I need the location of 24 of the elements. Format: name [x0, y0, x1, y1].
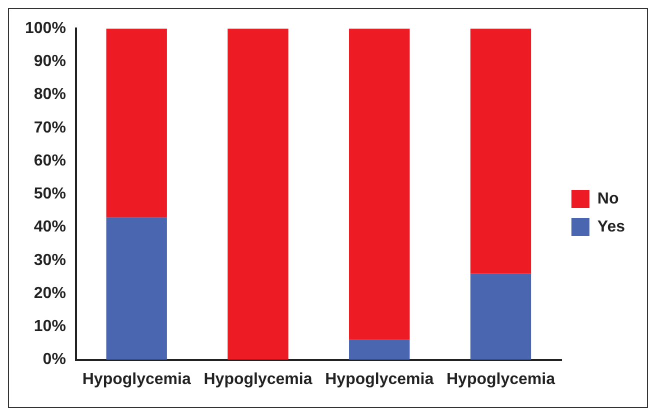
y-tick-label: 30%: [34, 252, 66, 269]
y-tick-label: 80%: [34, 86, 66, 104]
y-tick-label: 90%: [34, 53, 66, 70]
y-tick-label: 60%: [34, 152, 66, 170]
x-tick-label: Hypoglycemia: [446, 370, 556, 388]
y-tick-label: 20%: [34, 284, 66, 302]
y-tick-label: 0%: [42, 351, 66, 368]
x-tick-label: Hypoglycemia: [82, 370, 191, 388]
y-tick-label: 40%: [34, 218, 66, 236]
bar: [228, 28, 288, 360]
bar: [106, 28, 167, 218]
x-tick-label: Hypoglycemia: [325, 370, 434, 388]
y-tick-label: 50%: [34, 186, 66, 203]
bar: [106, 217, 167, 360]
y-tick-label: 70%: [34, 119, 66, 136]
legend-label: No: [597, 190, 619, 208]
y-tick-label: 10%: [34, 318, 66, 336]
bar: [470, 28, 532, 274]
legend-label: Yes: [597, 218, 626, 236]
bar: [349, 340, 410, 360]
y-tick-label: 100%: [25, 20, 66, 38]
bar: [349, 28, 410, 340]
x-tick-label: Hypoglycemia: [204, 370, 312, 388]
bar: [470, 274, 532, 360]
